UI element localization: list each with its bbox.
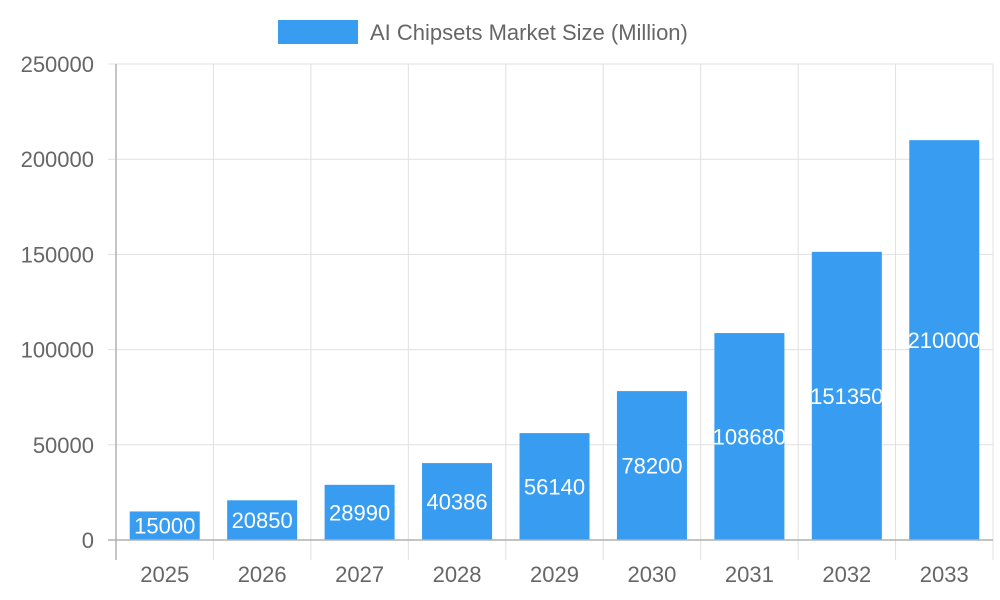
y-tick-label: 200000	[21, 147, 94, 172]
x-tick-label: 2030	[627, 562, 676, 587]
bar-2033[interactable]	[909, 140, 980, 540]
bar-2029[interactable]	[519, 433, 590, 540]
y-tick-label: 250000	[21, 52, 94, 77]
bar-2030[interactable]	[616, 391, 687, 540]
x-tick-label: 2031	[725, 562, 774, 587]
data-label: 108680	[713, 425, 786, 450]
x-tick-label: 2027	[335, 562, 384, 587]
bar-2027[interactable]	[324, 484, 395, 540]
data-label: 20850	[232, 508, 293, 533]
bars: 15000 20850 28990 40386 56140 78200 108680 1513…	[129, 140, 981, 541]
data-label: 78200	[621, 454, 682, 479]
bar-2032[interactable]	[811, 251, 882, 541]
axes: 0 50000 100000 150000 200000 250000 2025 2026 20…	[21, 52, 993, 587]
x-tick-label: 2033	[920, 562, 969, 587]
x-tick-label: 2026	[238, 562, 287, 587]
bar-2031[interactable]	[714, 333, 785, 540]
data-label: 15000	[134, 514, 195, 539]
data-label: 210000	[908, 328, 981, 353]
y-tick-label: 50000	[33, 433, 94, 458]
data-label: 151350	[810, 384, 883, 409]
bar-2028[interactable]	[422, 463, 493, 540]
data-label: 56140	[524, 475, 585, 500]
x-tick-label: 2025	[140, 562, 189, 587]
x-tick-label: 2029	[530, 562, 579, 587]
legend[interactable]: AI Chipsets Market Size (Million)	[278, 20, 688, 45]
bar-2025[interactable]	[129, 511, 200, 540]
bar-2026[interactable]	[227, 500, 298, 540]
y-tick-label: 100000	[21, 338, 94, 363]
legend-label: AI Chipsets Market Size (Million)	[370, 20, 688, 45]
grid	[108, 63, 994, 560]
y-tick-label: 0	[82, 528, 94, 553]
data-label: 40386	[426, 490, 487, 515]
data-label: 28990	[329, 500, 390, 525]
x-tick-label: 2032	[822, 562, 871, 587]
x-tick-label: 2028	[433, 562, 482, 587]
y-tick-label: 150000	[21, 242, 94, 267]
legend-swatch	[278, 20, 358, 44]
